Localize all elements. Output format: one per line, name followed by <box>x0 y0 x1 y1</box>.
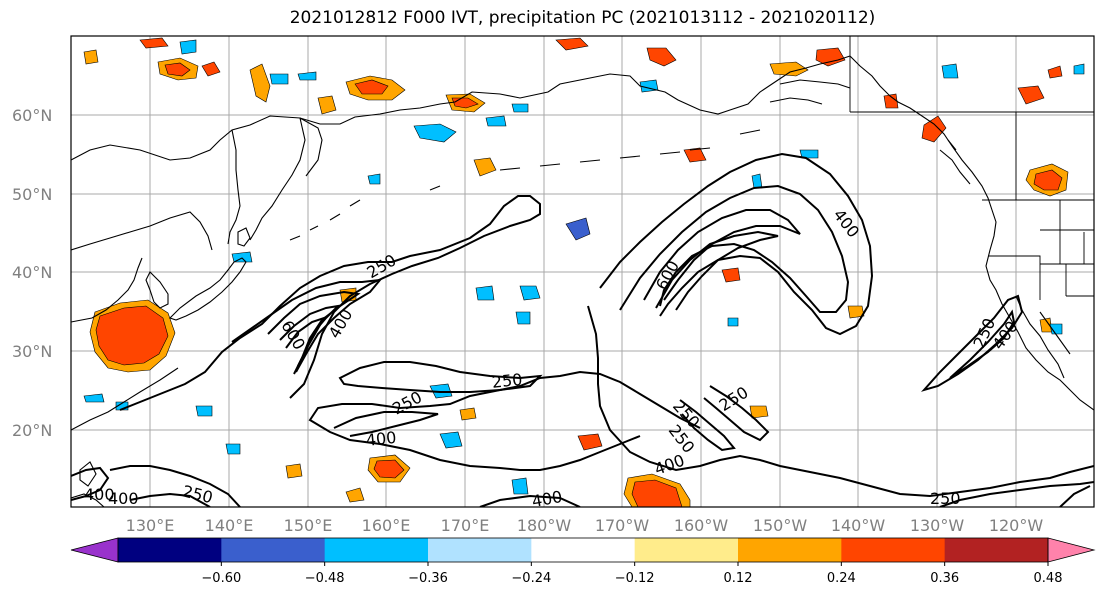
colorbar-tick-label: 0.48 <box>1034 571 1063 586</box>
lon-label: 120°W <box>989 516 1044 535</box>
colorbar: −0.60 −0.48 −0.36 −0.24 −0.12 0.12 0.24 0.36 0.4… <box>70 537 1096 586</box>
contour-label: 400 <box>365 428 397 450</box>
borders <box>849 36 1094 300</box>
colorbar-tick-label: −0.48 <box>305 571 345 586</box>
colorbar-tick-label: −0.36 <box>408 571 448 586</box>
longitude-labels: 130°E 140°E 150°E 160°E 170°E 180°W 170°… <box>126 516 1044 535</box>
precip-positive-areas <box>83 37 1069 507</box>
colorbar-tick-label: 0.12 <box>724 571 753 586</box>
lat-label: 20°N <box>12 421 52 440</box>
colorbar-swatch <box>428 538 532 562</box>
lon-label: 140°W <box>831 516 886 535</box>
lon-label: 130°W <box>910 516 965 535</box>
lon-label: 170°E <box>441 516 490 535</box>
lon-label: 140°E <box>205 516 254 535</box>
lon-label: 160°W <box>674 516 729 535</box>
contour-label: 400 <box>108 489 139 508</box>
colorbar-tick-label: −0.12 <box>615 571 655 586</box>
map-frame <box>70 35 1095 508</box>
lon-label: 160°E <box>362 516 411 535</box>
lon-label: 150°W <box>753 516 808 535</box>
contour-label: 250 <box>930 489 961 508</box>
colorbar-extend-high <box>1047 537 1096 563</box>
lat-label: 50°N <box>12 185 52 204</box>
lon-label: 170°W <box>595 516 650 535</box>
colorbar-tick-label: −0.24 <box>511 571 551 586</box>
colorbar-swatch <box>634 538 739 562</box>
precip-negative-areas <box>83 39 1085 495</box>
colorbar-tick-label: 0.24 <box>827 571 856 586</box>
colorbar-swatch <box>944 538 1049 562</box>
colorbar-swatch <box>531 538 636 562</box>
lon-label: 180°W <box>517 516 572 535</box>
map-title: 2021012812 F000 IVT, precipitation PC (2… <box>289 8 876 28</box>
colorbar-swatch <box>324 538 429 562</box>
lon-label: 150°E <box>284 516 333 535</box>
ivt-contours <box>71 152 1094 507</box>
colorbar-swatch <box>118 538 222 562</box>
contour-label: 400 <box>84 485 115 504</box>
lat-label: 40°N <box>12 263 52 282</box>
contour-label: 400 <box>530 487 563 511</box>
colorbar-swatch <box>221 538 326 562</box>
colorbar-tick-label: 0.36 <box>930 571 959 586</box>
colorbar-swatch <box>841 538 946 562</box>
lat-label: 60°N <box>12 106 52 125</box>
colorbar-extend-low <box>70 537 119 563</box>
colorbar-tick-label: −0.60 <box>201 571 241 586</box>
colorbar-swatch <box>738 538 842 562</box>
contour-label: 250 <box>491 370 523 392</box>
latitude-labels: 60°N 50°N 40°N 30°N 20°N <box>12 106 52 440</box>
colorbar-frame <box>117 537 1049 563</box>
coastlines <box>71 55 1094 507</box>
lon-label: 130°E <box>126 516 175 535</box>
lat-label: 30°N <box>12 342 52 361</box>
